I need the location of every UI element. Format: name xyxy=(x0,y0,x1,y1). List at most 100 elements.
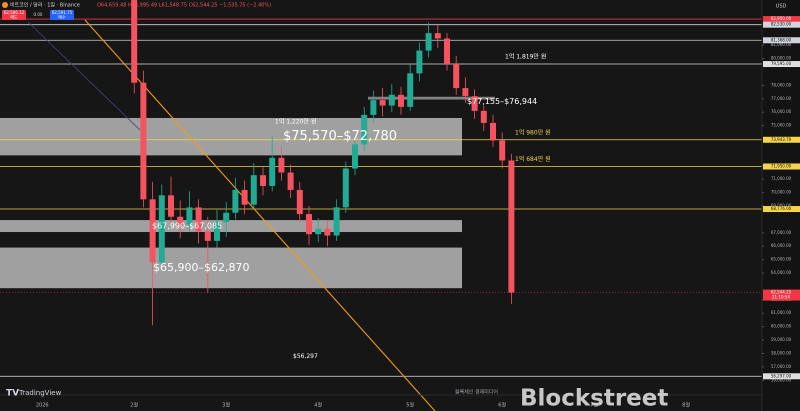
x-tick-label: 6월 xyxy=(498,402,506,409)
annotations: $75,570–$72,780 1억 1,220만 원 $67,990–$67,08… xyxy=(152,53,551,360)
y-tick-label: 71,000.00 xyxy=(771,176,792,181)
candle-body xyxy=(287,172,294,190)
candle-body xyxy=(195,207,202,232)
candle-body xyxy=(352,144,358,169)
zone xyxy=(0,220,462,233)
y-tick-label: 77,000.00 xyxy=(771,96,792,101)
y-tick-label: 76,000.00 xyxy=(771,109,792,114)
candle-body xyxy=(444,38,450,64)
candle-body xyxy=(278,157,285,173)
candle-body xyxy=(269,157,276,186)
x-tick-label: 8월 xyxy=(682,402,690,409)
y-tick-label: 64,000.00 xyxy=(771,270,792,275)
candle-body xyxy=(204,231,211,241)
candle-body xyxy=(241,189,248,205)
candle-body xyxy=(186,207,193,225)
candle-body xyxy=(324,228,331,236)
tv-logo: TradingView xyxy=(18,389,62,397)
y-tick-label: 58,000.00 xyxy=(771,350,792,355)
level-label: 56,297.00 xyxy=(771,373,792,378)
candle-body xyxy=(471,96,478,111)
candle-body xyxy=(296,189,303,215)
x-tick-label: 7월 xyxy=(590,402,598,409)
x-tick-label: 4월 xyxy=(314,402,322,409)
y-tick-label: 65,000.00 xyxy=(771,257,792,262)
zone xyxy=(0,247,462,289)
candle-body xyxy=(434,33,441,39)
price-axis xyxy=(762,0,800,411)
zone xyxy=(368,96,495,100)
zone-label: $65,900–$62,870 xyxy=(153,261,249,274)
sell-box[interactable] xyxy=(2,10,26,20)
level-label: 82,950.00 xyxy=(771,16,792,21)
candle-body xyxy=(214,222,220,241)
level-note: 1억 980만 원 xyxy=(515,128,551,136)
current-price: 62,544.25 xyxy=(771,290,792,295)
level-note: 1억 1,819만 원 xyxy=(505,53,546,61)
candle-body xyxy=(149,199,156,263)
level-label: 82,530.00 xyxy=(771,22,792,27)
level-note: 1억 684만 원 xyxy=(515,155,551,163)
candle-body xyxy=(223,212,230,223)
candle-body xyxy=(177,216,184,225)
media-caption: 블록체인 경제미디어 xyxy=(455,389,498,396)
buy-price: 62,591.75 xyxy=(52,10,73,15)
level-label-box xyxy=(763,37,800,44)
y-tick-label: 81,000.00 xyxy=(771,42,792,47)
currency: USD xyxy=(776,4,787,10)
candle-body xyxy=(490,122,496,141)
level-label-box xyxy=(763,136,800,143)
y-tick-label: 60,000.00 xyxy=(771,324,792,329)
level-label: 81,368.00 xyxy=(771,37,792,42)
candle-body xyxy=(131,0,138,83)
candle-body xyxy=(453,63,460,89)
level-label-box xyxy=(763,206,800,213)
current-price-box xyxy=(763,289,800,301)
buy-box[interactable] xyxy=(50,10,74,20)
candle-body xyxy=(398,94,404,107)
y-tick-label: 80,000.00 xyxy=(771,56,792,61)
candle-body xyxy=(361,114,368,145)
candle-body xyxy=(158,195,165,263)
watermark: Blockstreet xyxy=(520,386,668,411)
x-tick-label: 5월 xyxy=(406,402,414,409)
y-tick-label: 57,000.00 xyxy=(771,364,792,369)
x-tick-label: 2월 xyxy=(130,402,138,409)
candle-body xyxy=(168,195,174,217)
ohlc: O64,659.48 H64,995.49 L61,548.75 C62,544… xyxy=(97,3,271,9)
level-label: 68,776.00 xyxy=(771,206,792,211)
buy-label: 매수 xyxy=(58,14,66,20)
candle-body xyxy=(379,100,386,106)
trend-line-faint xyxy=(27,21,141,131)
coin-icon xyxy=(2,2,8,8)
candle-body xyxy=(342,168,349,208)
candle-body xyxy=(260,175,266,186)
candle-body xyxy=(315,228,322,235)
candle-body xyxy=(140,82,147,200)
candle-body xyxy=(407,73,414,107)
y-tick-label: 70,000.00 xyxy=(771,190,792,195)
spread: 0.00 xyxy=(34,12,43,17)
y-tick-label: 69,000.00 xyxy=(771,203,792,208)
level-label-box xyxy=(763,163,800,170)
y-tick-label: 67,000.00 xyxy=(771,230,792,235)
y-tick-label: 59,000.00 xyxy=(771,337,792,342)
candle-body xyxy=(480,110,487,123)
y-tick-label: 61,000.00 xyxy=(771,310,792,315)
candle-body xyxy=(499,140,506,161)
x-tick-label: 2026 xyxy=(36,403,49,409)
level-label: 79,595.00 xyxy=(771,61,792,66)
level-label-box xyxy=(763,16,800,23)
level-label: 71,950.00 xyxy=(771,163,792,168)
level-label-box xyxy=(763,61,800,68)
y-tick-label: 56,000.00 xyxy=(771,377,792,382)
sell-label: 매도 xyxy=(10,14,18,20)
zone-note: 1억 1,220만 원 xyxy=(275,117,316,125)
candles xyxy=(131,0,515,326)
level-label-box xyxy=(763,21,800,28)
countdown: 21:10:54 xyxy=(772,295,790,300)
candle-body xyxy=(250,175,257,205)
tv-icon: TV xyxy=(6,389,19,399)
zone-label: $75,570–$72,780 xyxy=(283,129,397,144)
